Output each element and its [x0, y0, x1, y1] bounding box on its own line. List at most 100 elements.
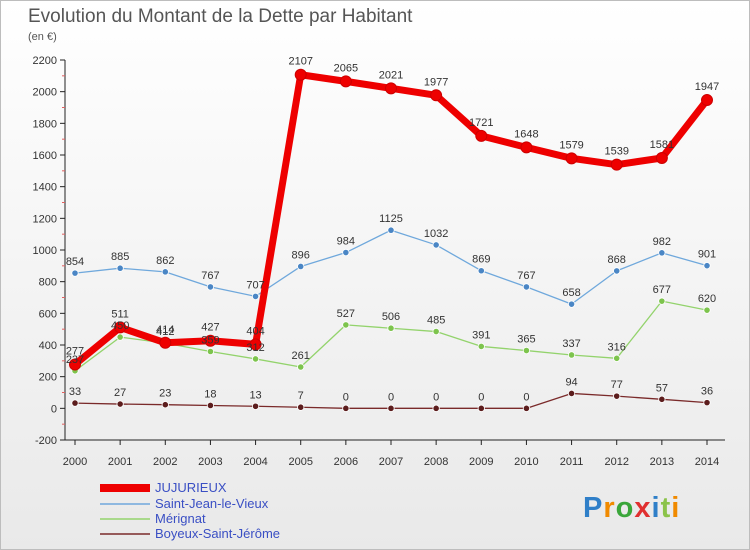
data-label: 1125	[379, 213, 403, 225]
data-label: 404	[246, 325, 264, 337]
x-tick-label: 2014	[695, 456, 719, 468]
data-label: 767	[517, 270, 535, 282]
data-point	[206, 401, 215, 410]
data-point	[522, 283, 531, 291]
data-point	[567, 351, 576, 359]
data-label: 485	[427, 315, 445, 327]
x-tick-label: 2002	[153, 456, 177, 468]
legend-label: Saint-Jean-le-Vieux	[155, 496, 269, 511]
data-point	[297, 363, 305, 371]
data-point	[432, 327, 440, 336]
data-point	[71, 399, 79, 407]
data-label: 412	[156, 326, 174, 338]
data-point	[71, 269, 79, 277]
data-point	[206, 347, 215, 356]
data-label: 13	[249, 389, 261, 401]
logo-letter: x	[634, 492, 651, 524]
data-label: 337	[562, 338, 580, 350]
data-label: 277	[66, 345, 84, 357]
data-point	[522, 404, 531, 412]
data-point	[251, 292, 260, 300]
data-label: 7	[298, 390, 304, 402]
data-label: 1947	[695, 81, 719, 93]
data-point	[387, 226, 395, 234]
x-tick-label: 2005	[288, 456, 312, 468]
data-label: 896	[292, 249, 310, 261]
data-point	[567, 389, 576, 398]
data-point	[69, 358, 81, 371]
data-label: 1539	[604, 146, 628, 158]
data-label: 982	[653, 236, 671, 248]
data-point	[385, 82, 397, 95]
data-label: 511	[111, 308, 129, 320]
data-point	[477, 404, 485, 412]
data-point	[161, 401, 169, 409]
y-tick-label: 1200	[33, 213, 57, 225]
data-label: 862	[156, 255, 174, 267]
y-tick-label: -200	[35, 435, 57, 447]
data-point	[610, 158, 623, 171]
y-tick-label: 2200	[33, 55, 57, 67]
data-point	[701, 94, 713, 107]
axes: -200020040060080010001200140016001800200…	[33, 55, 725, 468]
data-point	[294, 68, 307, 81]
data-point	[477, 267, 485, 275]
data-label: 77	[611, 379, 623, 391]
data-point	[204, 334, 217, 347]
data-point	[613, 354, 621, 362]
data-label: 23	[159, 388, 171, 400]
data-point	[387, 404, 395, 412]
data-point	[475, 129, 488, 142]
data-label: 2021	[379, 69, 403, 81]
data-point	[703, 399, 711, 407]
data-label: 2065	[334, 62, 358, 74]
data-point	[703, 262, 711, 270]
logo-letter: o	[616, 492, 635, 524]
data-point	[116, 333, 124, 341]
logo-letter: P	[583, 492, 603, 524]
data-label: 527	[337, 308, 355, 320]
x-tick-label: 2010	[514, 456, 538, 468]
x-tick-label: 2001	[108, 456, 132, 468]
data-label: 261	[292, 350, 310, 362]
data-point	[114, 321, 127, 334]
data-label: 1721	[469, 117, 493, 129]
y-tick-label: 0	[51, 403, 57, 415]
data-point	[655, 152, 668, 165]
x-tick-label: 2004	[243, 456, 267, 468]
logo-letter: t	[661, 492, 672, 524]
data-point	[477, 342, 485, 351]
data-label: 33	[69, 386, 81, 398]
data-label: 620	[698, 293, 716, 305]
data-label: 2107	[288, 56, 312, 68]
data-label: 885	[111, 251, 129, 263]
logo-letter: r	[603, 492, 615, 524]
data-point	[206, 283, 215, 291]
x-tick-label: 2008	[424, 456, 448, 468]
data-label: 18	[204, 388, 216, 400]
legend-label: Boyeux-Saint-Jérôme	[155, 526, 280, 541]
data-point	[613, 392, 621, 400]
data-point	[251, 355, 260, 363]
chart-title: Evolution du Montant de la Dette par Hab…	[28, 6, 413, 27]
data-point	[297, 403, 305, 411]
y-tick-label: 1600	[33, 150, 57, 162]
data-point	[565, 152, 578, 165]
data-point	[342, 248, 350, 257]
data-point	[159, 336, 172, 349]
y-tick-label: 200	[39, 372, 57, 384]
data-label: 312	[246, 342, 264, 354]
data-point	[116, 400, 124, 408]
data-point	[658, 297, 666, 305]
data-label: 1579	[559, 139, 583, 151]
x-tick-label: 2013	[650, 456, 674, 468]
series-2	[71, 297, 711, 375]
legend-label: JUJURIEUX	[155, 480, 227, 495]
data-label: 0	[388, 391, 394, 403]
proxiti-logo-text: Proxiti	[583, 492, 680, 524]
data-point	[658, 395, 666, 403]
x-tick-label: 2012	[604, 456, 628, 468]
y-tick-label: 1400	[33, 182, 57, 194]
